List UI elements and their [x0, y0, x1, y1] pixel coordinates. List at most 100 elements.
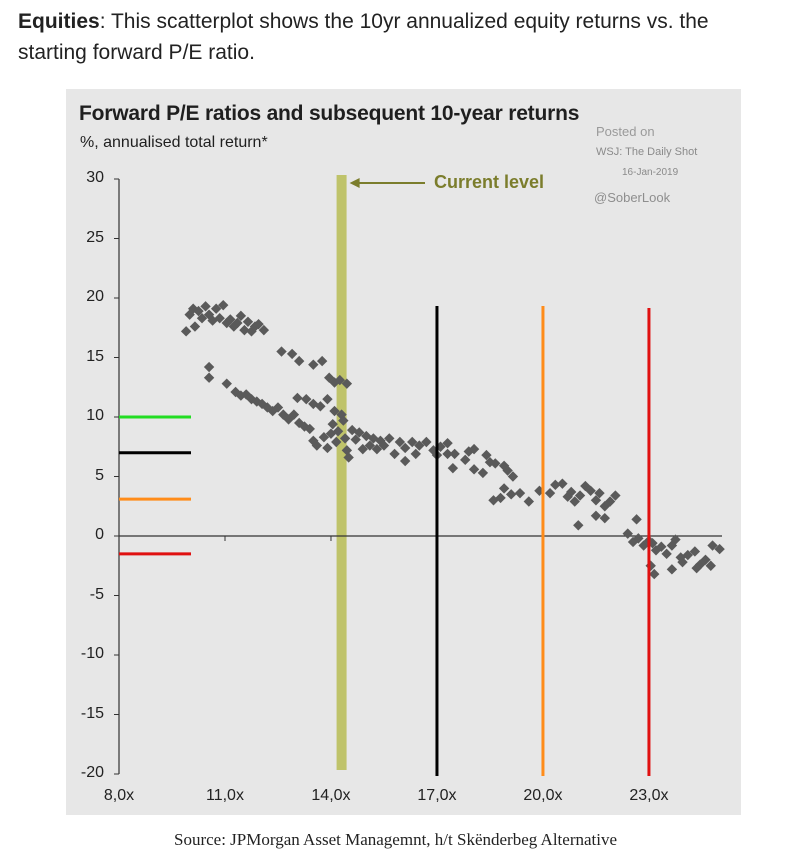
scatter-point [189, 321, 201, 332]
current-level-label: Current level [434, 172, 545, 192]
scatter-point [272, 402, 284, 413]
scatter-point [507, 471, 519, 482]
scatter-point [421, 436, 432, 448]
watermark-posted: Posted on [596, 124, 655, 139]
scatter-point [633, 533, 644, 544]
y-tick-label: 20 [86, 288, 104, 305]
y-tick-label: 10 [86, 407, 104, 424]
y-tick-label: -15 [80, 704, 104, 722]
scatter-point [225, 314, 236, 325]
scatter-point [332, 426, 344, 437]
scatter-point [590, 510, 602, 521]
scatter-point [689, 546, 701, 557]
scatter-point [184, 309, 195, 320]
scatter-point [562, 491, 573, 502]
intro-paragraph: Equities: This scatterplot shows the 10y… [18, 6, 778, 68]
scatter-point [574, 490, 586, 501]
scatter-point [399, 442, 411, 454]
scatter-point [258, 324, 270, 336]
scatter-point [449, 448, 460, 460]
scatter-point [490, 458, 501, 469]
scatter-point [566, 486, 577, 498]
scatter-point [242, 316, 254, 327]
scatter-point [495, 492, 506, 504]
scatter-point [705, 560, 716, 571]
scatter-point [468, 464, 480, 475]
scatter-point [193, 305, 204, 317]
scatter-point [354, 427, 365, 438]
scatter-point [218, 299, 229, 311]
x-tick-label: 23,0x [629, 787, 669, 804]
scatter-point [343, 452, 354, 463]
scatter-point [557, 478, 568, 489]
intro-bold: Equities [18, 10, 100, 33]
scatter-point [329, 405, 340, 417]
scatter-point [276, 346, 287, 357]
scatter-point [622, 528, 633, 539]
scatter-point [200, 301, 211, 312]
scatter-point [604, 496, 616, 507]
scatter-point [232, 317, 243, 329]
scatter-point [682, 549, 694, 561]
scatter-point [594, 487, 605, 499]
watermark-site: WSJ: The Daily Shot [596, 146, 698, 158]
scatter-point [334, 374, 346, 386]
scatter-point [580, 480, 591, 492]
scatter-point [315, 401, 326, 412]
watermark-date: 16-Jan-2019 [622, 167, 679, 178]
y-tick-label: 0 [95, 526, 104, 543]
scatter-point [371, 443, 383, 455]
scatter-point [666, 564, 678, 575]
current-level-arrow-head [349, 178, 360, 188]
scatter-point [196, 313, 208, 324]
scatter-point [339, 433, 351, 444]
scatter-point [322, 442, 333, 454]
scatter-point [544, 487, 556, 499]
scatter-point [318, 432, 330, 443]
scatter-point [666, 540, 678, 551]
scatter-point [670, 534, 681, 545]
scatter-point [407, 436, 418, 448]
scatter-point [599, 512, 610, 524]
scatter-point [350, 434, 361, 445]
y-tick-label: 5 [95, 466, 104, 484]
scatter-point [203, 361, 215, 373]
y-tick-label: -10 [80, 645, 104, 662]
scatter-point [675, 552, 686, 563]
scatter-point [656, 541, 667, 552]
scatter-point [239, 324, 250, 336]
chart-title: Forward P/E ratios and subsequent 10-yea… [79, 102, 580, 125]
scatter-point [210, 303, 222, 314]
scatter-point [221, 378, 232, 389]
scatter-point [714, 543, 725, 555]
scatter-point [700, 554, 711, 565]
scatter-point [523, 496, 535, 507]
x-tick-label: 14,0x [311, 787, 351, 804]
scatter-point [331, 436, 342, 448]
x-tick-label: 8,0x [103, 787, 135, 804]
scatter-point [311, 440, 323, 451]
source-caption: Source: JPMorgan Asset Managemnt, h/t Sk… [173, 830, 618, 849]
scatter-point [389, 448, 400, 460]
x-tick-label: 20,0x [523, 787, 563, 804]
scatter-point [677, 556, 688, 568]
scatter-point [610, 490, 621, 501]
y-tick-label: -5 [89, 585, 104, 603]
scatter-point [301, 393, 312, 405]
scatter-point [502, 465, 513, 476]
scatter-point [649, 568, 660, 580]
x-tick-label: 17,0x [417, 787, 457, 804]
scatter-point [357, 443, 368, 455]
scatter-point [288, 409, 300, 420]
scatter-point [599, 501, 610, 512]
scatter-point [235, 310, 247, 322]
scatter-point [550, 479, 561, 491]
watermark-handle: @SoberLook [594, 190, 671, 205]
scatter-point [442, 437, 453, 449]
scatter-point [569, 496, 580, 507]
scatter-point [214, 313, 225, 324]
scatter-point [394, 436, 406, 448]
scatter-point [341, 378, 353, 389]
chart-subtitle: %, annualised total return* [80, 134, 268, 151]
